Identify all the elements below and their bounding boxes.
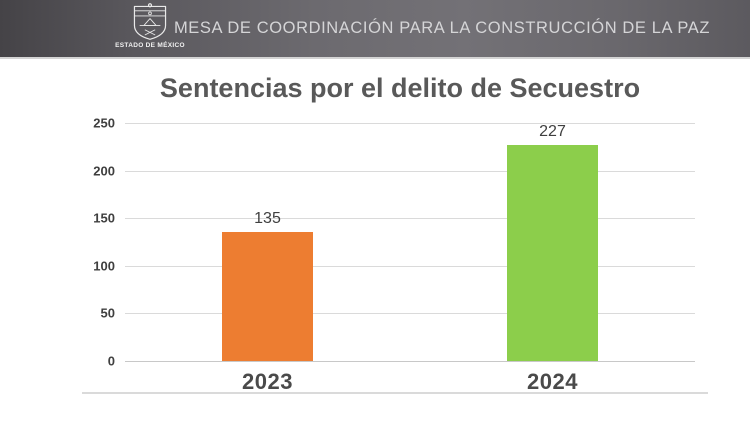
bottom-divider	[82, 392, 708, 394]
y-tick-label-250: 250	[93, 115, 115, 131]
x-category-label-2023: 2023	[242, 369, 293, 394]
bar-2023	[222, 232, 313, 361]
bar-2024	[507, 144, 598, 361]
coat-of-arms-icon	[133, 3, 167, 40]
gridline-0	[125, 361, 695, 362]
logo-caption: ESTADO DE MÉXICO	[115, 42, 185, 49]
gridline-150	[125, 218, 695, 220]
estado-de-mexico-logo: ESTADO DE MÉXICO	[110, 3, 190, 49]
gridline-100	[125, 265, 695, 267]
x-category-label-2024: 2024	[527, 369, 578, 394]
gridline-200	[125, 170, 695, 172]
gridline-250	[125, 123, 695, 124]
header-bar: ESTADO DE MÉXICO MESA DE COORDINACIÓN PA…	[0, 0, 750, 59]
y-tick-label-0: 0	[107, 353, 115, 369]
gridline-50	[125, 313, 695, 315]
header-title: MESA DE COORDINACIÓN PARA LA CONSTRUCCIÓ…	[173, 19, 711, 37]
y-tick-label-200: 200	[93, 163, 115, 179]
y-tick-label-150: 150	[93, 210, 115, 226]
value-label-2023: 135	[254, 210, 281, 228]
y-tick-label-100: 100	[93, 258, 115, 274]
plot-area: 0 50 100 150 200 250 135 2023 227 2024	[93, 116, 695, 394]
y-tick-label-50: 50	[100, 305, 115, 321]
value-label-2024: 227	[539, 122, 566, 140]
chart-title: Sentencias por el delito de Secuestro	[159, 73, 641, 103]
